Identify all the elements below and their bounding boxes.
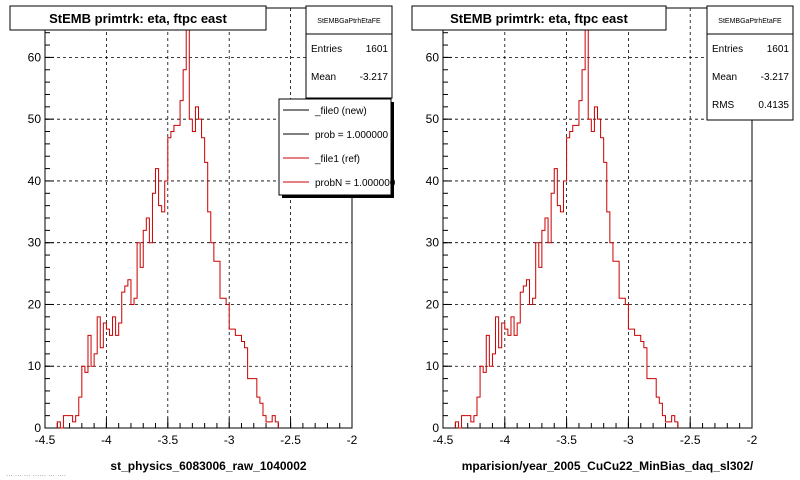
x-tick-label: -4.5: [35, 433, 56, 447]
title-box: [411, 5, 667, 31]
x-tick-label: -2.5: [280, 433, 301, 447]
chart-title: StEMB primtrk: eta, ftpc east: [450, 11, 628, 26]
stats-label: Entries: [712, 44, 743, 55]
x-axis-label: st_physics_6083006_raw_1040002: [110, 459, 306, 473]
x-tick-label: -3.5: [157, 433, 178, 447]
y-tick-label: 20: [426, 297, 440, 311]
chart-title: StEMB primtrk: eta, ftpc east: [49, 11, 227, 26]
x-tick-label: -2: [747, 433, 758, 447]
x-tick-label: -4.5: [433, 433, 454, 447]
plot-frame: [442, 7, 753, 429]
stats-name: StEMBGaPtrhEtaFE: [718, 18, 782, 25]
y-tick-label: 0: [34, 421, 41, 435]
x-tick-label: -3.5: [556, 433, 577, 447]
plot-frame: [44, 7, 353, 429]
histogram-series-line: [56, 26, 279, 429]
histogram-pad-left: -4.5 -4 -3.5 -3 -2.5 -2 0 10 20 30 40 50 60 st_physic…: [9, 5, 396, 473]
y-tick-label: 20: [28, 297, 42, 311]
y-tick-label: 40: [28, 174, 42, 188]
y-tick-label: 30: [28, 236, 42, 250]
stats-name: StEMBGaPtrhEtaFE: [317, 18, 381, 25]
footer-text: ... ... ... ...... ... ....: [6, 469, 66, 478]
y-tick-label: 60: [28, 50, 42, 64]
y-tick-label: 10: [426, 359, 440, 373]
histogram-pad-right: -4.5 -4 -3.5 -3 -2.5 -2 0 10 20 30 40 50 60 mparision…: [411, 5, 794, 473]
x-tick-label: -3: [623, 433, 634, 447]
stats-label: Entries: [311, 44, 342, 55]
y-tick-label: 40: [426, 174, 440, 188]
histogram-series-line: [454, 26, 679, 429]
y-tick-label: 60: [426, 50, 440, 64]
x-tick-label: -3: [224, 433, 235, 447]
stats-box: [305, 5, 393, 99]
stats-value: -3.217: [360, 72, 389, 83]
stats-box: [706, 5, 794, 121]
stats-label: Mean: [712, 72, 737, 83]
title-box: [9, 5, 267, 31]
x-tick-label: -4: [101, 433, 112, 447]
stats-value: 1601: [767, 44, 790, 55]
x-tick-label: -2.5: [680, 433, 701, 447]
stats-label: RMS: [712, 100, 735, 111]
legend-label: prob = 1.000000: [315, 130, 389, 141]
y-tick-label: 0: [432, 421, 439, 435]
stats-label: Mean: [311, 72, 336, 83]
legend-label: _file0 (new): [314, 106, 367, 117]
x-tick-label: -4: [499, 433, 510, 447]
x-axis-label: mparision/year_2005_CuCu22_MinBias_daq_s…: [462, 459, 754, 473]
x-tick-label: -2: [347, 433, 358, 447]
y-tick-label: 10: [28, 359, 42, 373]
legend-label: _file1 (ref): [314, 154, 360, 165]
legend-box: [278, 98, 392, 196]
stats-value: 1601: [366, 44, 389, 55]
stats-value: 0.4135: [758, 100, 789, 111]
y-tick-label: 50: [28, 112, 42, 126]
y-tick-label: 50: [426, 112, 440, 126]
legend-label: probN = 1.000000: [315, 178, 396, 189]
y-tick-label: 30: [426, 236, 440, 250]
stats-value: -3.217: [761, 72, 790, 83]
